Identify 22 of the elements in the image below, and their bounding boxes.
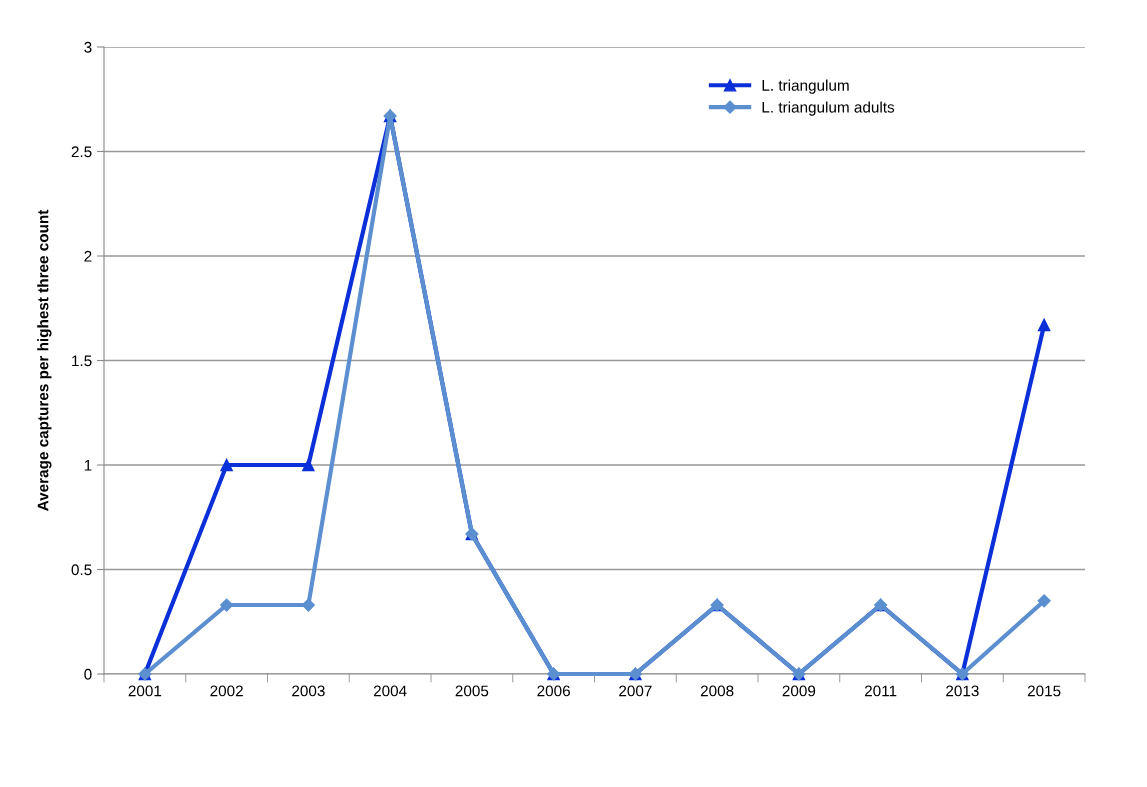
x-tick-label: 2004 xyxy=(373,685,407,697)
legend-label: L. triangulum xyxy=(762,79,849,94)
x-tick-label: 2015 xyxy=(1027,685,1061,697)
x-tick-label: 2001 xyxy=(128,685,162,697)
y-tick-label: 1.5 xyxy=(72,355,92,367)
x-tick-label: 2007 xyxy=(619,685,652,697)
x-tick-label: 2005 xyxy=(455,685,489,697)
y-axis-title: Average captures per highest three count xyxy=(37,209,52,511)
y-tick-label: 0.5 xyxy=(71,564,92,576)
y-tick-label: 2 xyxy=(84,250,92,262)
x-tick-label: 2009 xyxy=(782,685,816,697)
x-tick-label: 2003 xyxy=(292,685,325,697)
y-tick-label: 0 xyxy=(84,668,92,680)
x-tick-label: 2013 xyxy=(946,685,979,697)
x-tick-label: 2008 xyxy=(700,685,734,697)
y-tick-label: 2.5 xyxy=(71,146,92,158)
legend-label: L. triangulum adults xyxy=(762,101,895,116)
x-tick-label: 2002 xyxy=(210,685,243,697)
y-tick-label: 1 xyxy=(84,460,92,471)
x-tick-label: 2011 xyxy=(864,685,897,697)
y-tick-label: 3 xyxy=(84,41,92,53)
x-tick-label: 2006 xyxy=(537,685,570,697)
